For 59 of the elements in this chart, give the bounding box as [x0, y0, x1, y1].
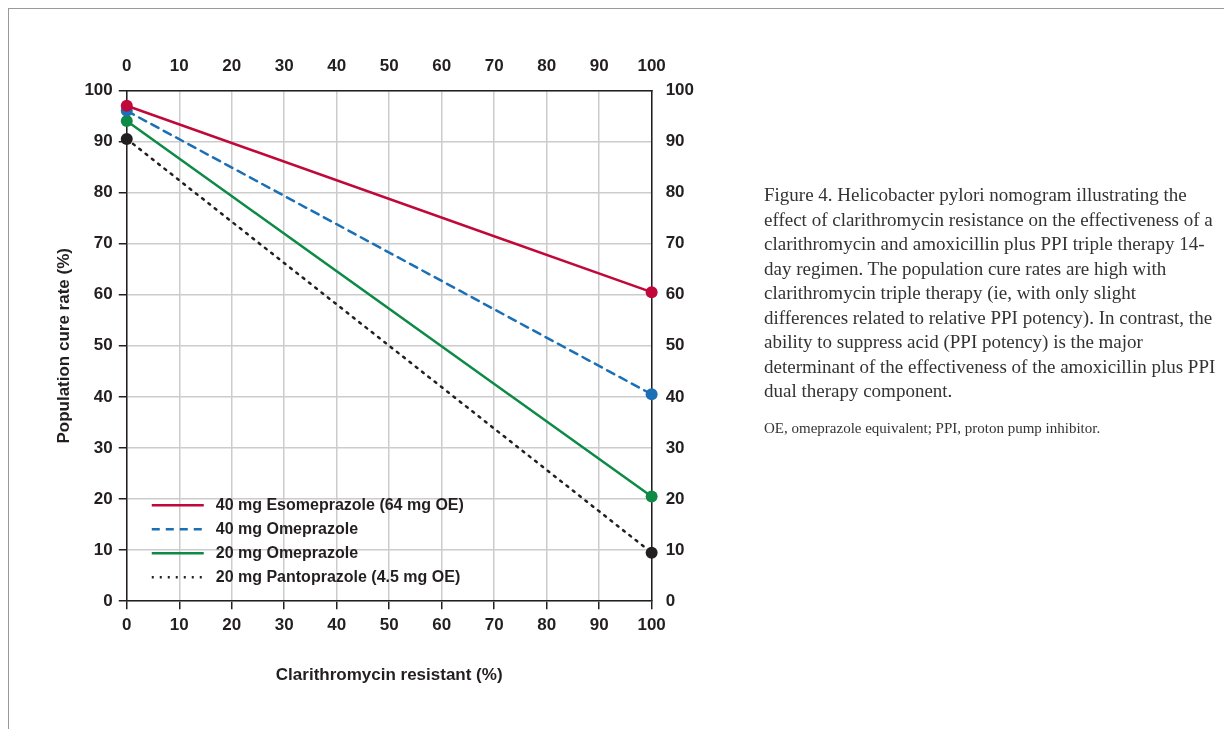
x2-tick-label: 40: [327, 55, 347, 75]
x2-tick-label: 10: [169, 55, 189, 75]
y-tick-label: 60: [93, 284, 113, 304]
x-tick-label: 80: [537, 615, 557, 635]
point: [645, 286, 658, 299]
text: OE, omeprazole equivalent; PPI, proton pump inhibitor.: [764, 419, 1102, 436]
y2-tick-label: 70: [665, 233, 685, 253]
x2-tick-label: 50: [379, 55, 399, 75]
x-axis-title: Clarithromycin resistant (%): [275, 665, 503, 685]
x2-tick-label: 20: [222, 55, 242, 75]
y2-tick-label: 90: [665, 131, 685, 151]
point: [645, 490, 658, 503]
x2-tick-label: 60: [432, 55, 452, 75]
point: [645, 546, 658, 559]
y-tick-label: 0: [103, 590, 113, 610]
point: [645, 388, 658, 401]
y2-tick-label: 10: [665, 539, 685, 559]
x-tick-label: 40: [327, 615, 347, 635]
y-tick-label: 90: [93, 131, 113, 151]
y2-tick-label: 100: [665, 80, 695, 100]
x-tick-label: 30: [274, 615, 294, 635]
y-axis-title: Population cure rate (%): [53, 248, 73, 444]
y-tick-label: 40: [93, 386, 113, 406]
x-tick-label: 60: [432, 615, 452, 635]
x-tick-label: 100: [637, 615, 666, 635]
x2-tick-label: 80: [537, 55, 557, 75]
legend-label: 20 mg Pantoprazole (4.5 mg OE): [215, 567, 461, 585]
y-tick-label: 10: [93, 539, 113, 559]
x-tick-label: 90: [589, 615, 609, 635]
y-tick-label: 30: [93, 437, 113, 457]
x2-tick-label: 0: [122, 55, 132, 75]
point: [120, 132, 133, 145]
legend-label: 40 mg Esomeprazole (64 mg OE): [215, 495, 464, 513]
x2-tick-label: 90: [589, 55, 609, 75]
legend-label: 40 mg Omeprazole: [215, 519, 359, 537]
point: [120, 115, 133, 128]
y2-tick-label: 60: [665, 284, 685, 304]
x2-tick-label: 30: [274, 55, 294, 75]
y-tick-label: 70: [93, 233, 113, 253]
y-tick-label: 80: [93, 182, 113, 202]
y2-tick-label: 50: [665, 335, 685, 355]
x-tick-label: 70: [484, 615, 504, 635]
x-tick-label: 20: [222, 615, 242, 635]
y-tick-label: 20: [93, 488, 113, 508]
y2-tick-label: 20: [665, 488, 685, 508]
x2-tick-label: 100: [637, 55, 666, 75]
y2-tick-label: 0: [665, 590, 676, 610]
text: Figure 4. Helicobacter pylori nomogram illustrating the effect of clarithromycin resistance on the effectiveness of a clarithromycin and amoxicillin plus PPI triple therapy 14-day regimen. The population cure rates are high with clarithromycin triple therapy (ie, with only slight differences related to relative PPI potency). In contrast, the ability to suppress acid (PPI potency) is the major determinant of the effectiveness of the amoxicillin plus PPI dual therapy component.: [764, 184, 1216, 401]
x-tick-label: 50: [379, 615, 399, 635]
x2-tick-label: 70: [484, 55, 504, 75]
legend-label: 20 mg Omeprazole: [215, 543, 359, 561]
y2-tick-label: 80: [665, 182, 685, 202]
y2-tick-label: 30: [665, 437, 685, 457]
y2-tick-label: 40: [665, 386, 685, 406]
x-tick-label: 0: [122, 615, 132, 635]
y-tick-label: 100: [84, 80, 113, 100]
x-tick-label: 10: [169, 615, 189, 635]
point: [120, 99, 133, 112]
y-tick-label: 50: [93, 335, 113, 355]
